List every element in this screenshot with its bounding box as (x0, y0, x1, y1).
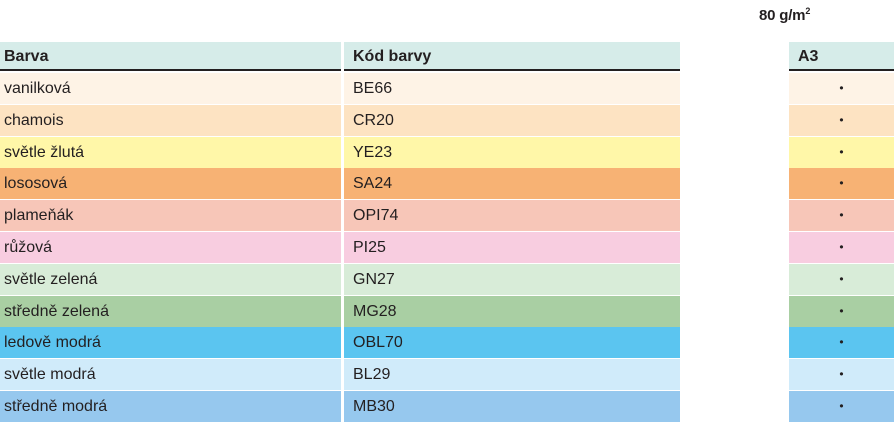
color-code-cell: BE66 (344, 73, 680, 104)
table-row: růžová PI25 • (0, 232, 894, 263)
a3-availability-dot: • (789, 232, 894, 263)
a3-availability-dot: • (789, 263, 894, 295)
a3-availability-dot: • (789, 295, 894, 327)
color-code-cell: BL29 (344, 359, 680, 391)
color-name-cell: středně zelená (0, 295, 341, 327)
header-color-name: Barva (0, 42, 341, 71)
color-code-cell: PI25 (344, 232, 680, 263)
color-code-cell: CR20 (344, 104, 680, 136)
header-color-code: Kód barvy (344, 42, 680, 71)
color-name-cell: vanilková (0, 73, 341, 104)
a3-availability-dot: • (789, 73, 894, 104)
a3-availability-dot: • (789, 391, 894, 422)
table-row: středně modrá MB30 • (0, 391, 894, 422)
table-row: vanilková BE66 • (0, 73, 894, 104)
a3-availability-dot: • (789, 168, 894, 200)
table-row: světle žlutá YE23 • (0, 136, 894, 168)
a3-availability-dot: • (789, 104, 894, 136)
table-row: ledově modrá OBL70 • (0, 327, 894, 359)
a3-availability-dot: • (789, 136, 894, 168)
color-name-cell: světle žlutá (0, 136, 341, 168)
color-name-cell: plameňák (0, 200, 341, 232)
header-a3: A3 (789, 42, 894, 71)
a3-availability-dot: • (789, 327, 894, 359)
color-name-cell: světle zelená (0, 263, 341, 295)
color-name-cell: ledově modrá (0, 327, 341, 359)
color-name-cell: středně modrá (0, 391, 341, 422)
color-code-cell: GN27 (344, 263, 680, 295)
table-row: lososová SA24 • (0, 168, 894, 200)
table-header-row: Barva Kód barvy A3 (0, 42, 894, 73)
color-name-cell: chamois (0, 104, 341, 136)
color-code-cell: OPI74 (344, 200, 680, 232)
a3-availability-dot: • (789, 359, 894, 391)
color-code-cell: OBL70 (344, 327, 680, 359)
color-name-cell: světle modrá (0, 359, 341, 391)
table-row: chamois CR20 • (0, 104, 894, 136)
paper-weight-label: 80 g/m2 (759, 6, 811, 24)
color-name-cell: růžová (0, 232, 341, 263)
color-code-cell: SA24 (344, 168, 680, 200)
color-code-cell: MG28 (344, 295, 680, 327)
table-row: středně zelená MG28 • (0, 295, 894, 327)
color-code-cell: MB30 (344, 391, 680, 422)
table-row: světle modrá BL29 • (0, 359, 894, 391)
color-name-cell: lososová (0, 168, 341, 200)
a3-availability-dot: • (789, 200, 894, 232)
table-row: plameňák OPI74 • (0, 200, 894, 232)
table-row: světle zelená GN27 • (0, 263, 894, 295)
color-code-cell: YE23 (344, 136, 680, 168)
